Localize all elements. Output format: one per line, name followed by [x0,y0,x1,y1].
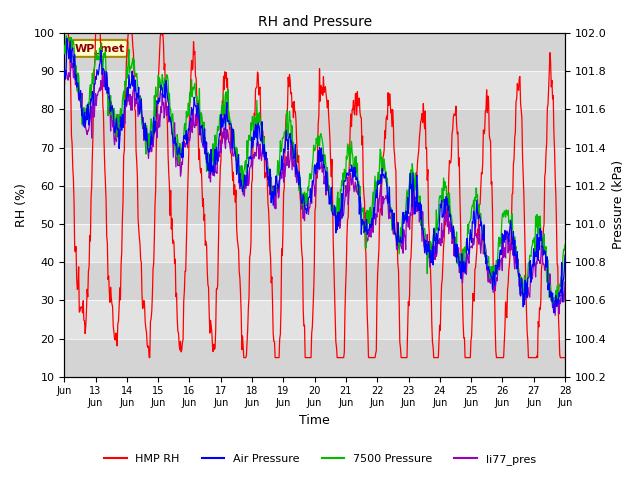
X-axis label: Time: Time [300,414,330,427]
Bar [64,224,565,262]
Bar [64,300,565,338]
Bar [64,33,565,71]
Bar [64,109,565,147]
Bar [64,147,565,186]
Bar [64,71,565,109]
Y-axis label: Pressure (kPa): Pressure (kPa) [612,160,625,250]
Bar [64,338,565,377]
Y-axis label: RH (%): RH (%) [15,183,28,227]
Legend: HMP RH, Air Pressure, 7500 Pressure, li77_pres: HMP RH, Air Pressure, 7500 Pressure, li7… [100,450,540,469]
Bar [64,262,565,300]
Text: WP_met: WP_met [74,43,125,54]
Bar [64,186,565,224]
Title: RH and Pressure: RH and Pressure [257,15,372,29]
